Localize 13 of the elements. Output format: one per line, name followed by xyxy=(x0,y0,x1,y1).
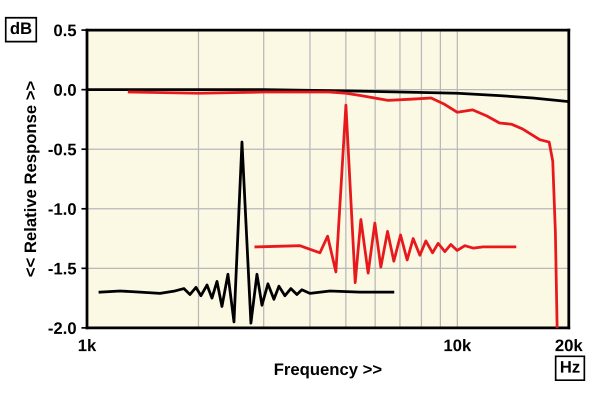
x-tick-label: 20k xyxy=(555,339,583,352)
y-axis-title: << Relative Response >> xyxy=(24,81,40,276)
y-tick-label: -1.5 xyxy=(48,262,76,275)
x-axis-title: Frequency >> xyxy=(274,363,382,378)
x-tick-label: 10k xyxy=(444,339,472,352)
text: Hz xyxy=(560,361,580,373)
y-tick-label: -2.0 xyxy=(48,322,76,334)
text: dB xyxy=(10,22,32,34)
y-tick-label: -1.0 xyxy=(48,203,76,215)
y-tick-label: 0.0 xyxy=(54,84,76,96)
y-tick-label: -0.5 xyxy=(48,144,76,156)
y-tick-label: 0.5 xyxy=(54,24,76,36)
x-tick-label: 1k xyxy=(78,339,96,352)
